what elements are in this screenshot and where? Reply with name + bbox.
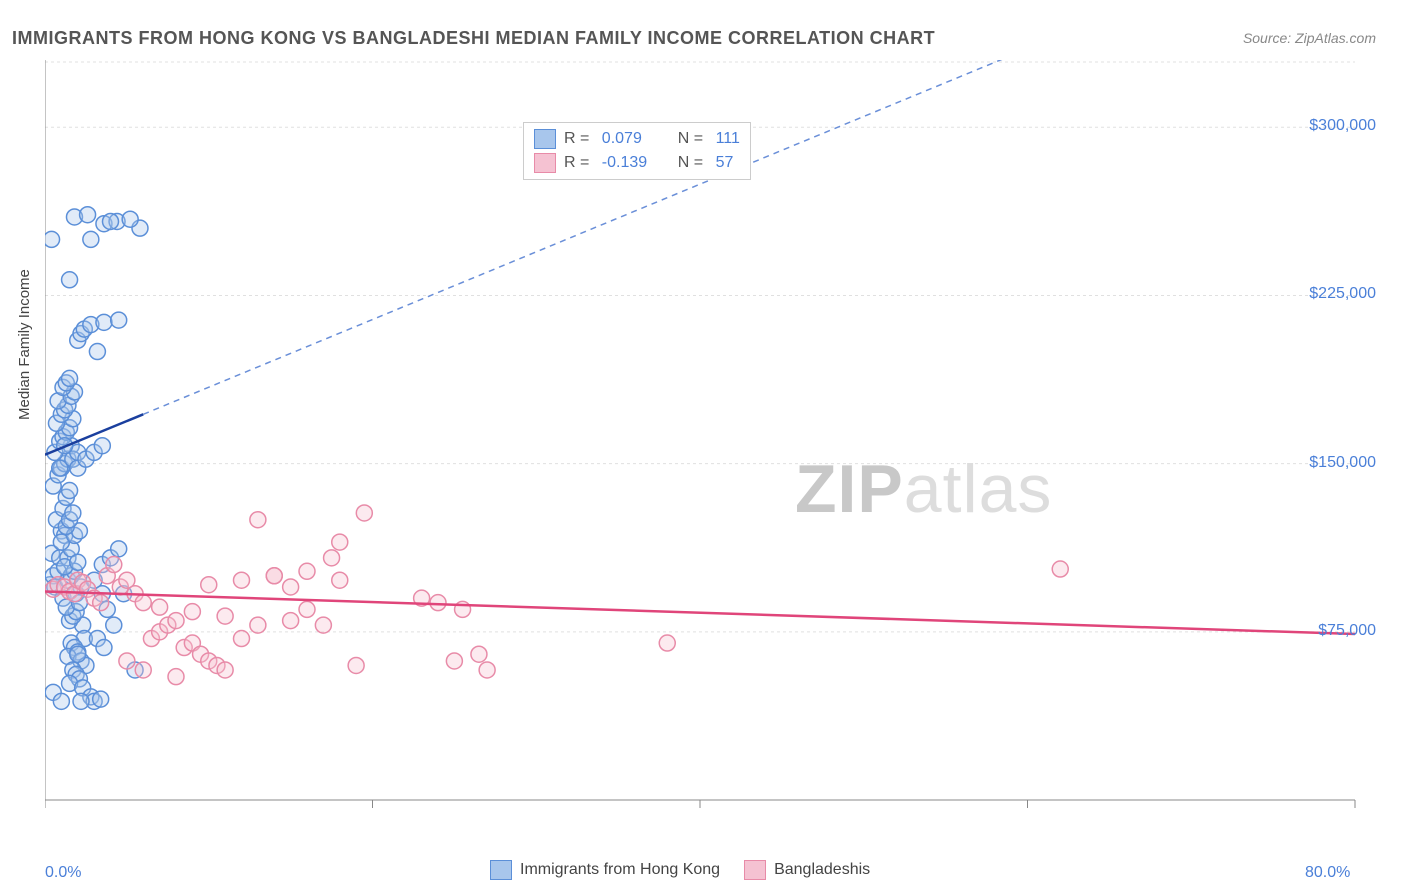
y-tick-label: $300,000 [1309, 117, 1376, 135]
r-value-bangladeshi: -0.139 [602, 154, 662, 172]
n-value-bangladeshi: 57 [716, 154, 734, 172]
n-label: N = [678, 154, 708, 172]
chart-container: IMMIGRANTS FROM HONG KONG VS BANGLADESHI… [0, 0, 1406, 892]
n-label: N = [678, 130, 708, 148]
swatch-hongkong-icon [490, 860, 512, 880]
source-attribution: Source: ZipAtlas.com [1243, 30, 1376, 46]
legend-label-bangladeshi: Bangladeshis [774, 861, 870, 879]
correlation-legend: R = 0.079 N = 111 R = -0.139 N = 57 [523, 122, 751, 180]
legend-item-bangladeshi: Bangladeshis [744, 860, 870, 880]
r-label: R = [564, 130, 594, 148]
legend-item-hongkong: Immigrants from Hong Kong [490, 860, 720, 880]
legend-row-hongkong: R = 0.079 N = 111 [534, 127, 740, 151]
x-tick-label: 0.0% [45, 864, 81, 882]
y-axis-label: Median Family Income [16, 269, 33, 420]
x-tick-label: 80.0% [1305, 864, 1350, 882]
chart-title: IMMIGRANTS FROM HONG KONG VS BANGLADESHI… [12, 28, 935, 49]
r-label: R = [564, 154, 594, 172]
y-tick-label: $150,000 [1309, 454, 1376, 472]
swatch-hongkong [534, 129, 556, 149]
legend-row-bangladeshi: R = -0.139 N = 57 [534, 151, 740, 175]
n-value-hongkong: 111 [716, 130, 740, 148]
legend-label-hongkong: Immigrants from Hong Kong [520, 861, 720, 879]
y-tick-label: $75,000 [1318, 622, 1376, 640]
series-legend: Immigrants from Hong Kong Bangladeshis [490, 860, 870, 880]
r-value-hongkong: 0.079 [602, 130, 662, 148]
y-tick-label: $225,000 [1309, 285, 1376, 303]
swatch-bangladeshi-icon [744, 860, 766, 880]
chart-area: R = 0.079 N = 111 R = -0.139 N = 57 ZIPa… [45, 60, 1385, 820]
swatch-bangladeshi [534, 153, 556, 173]
